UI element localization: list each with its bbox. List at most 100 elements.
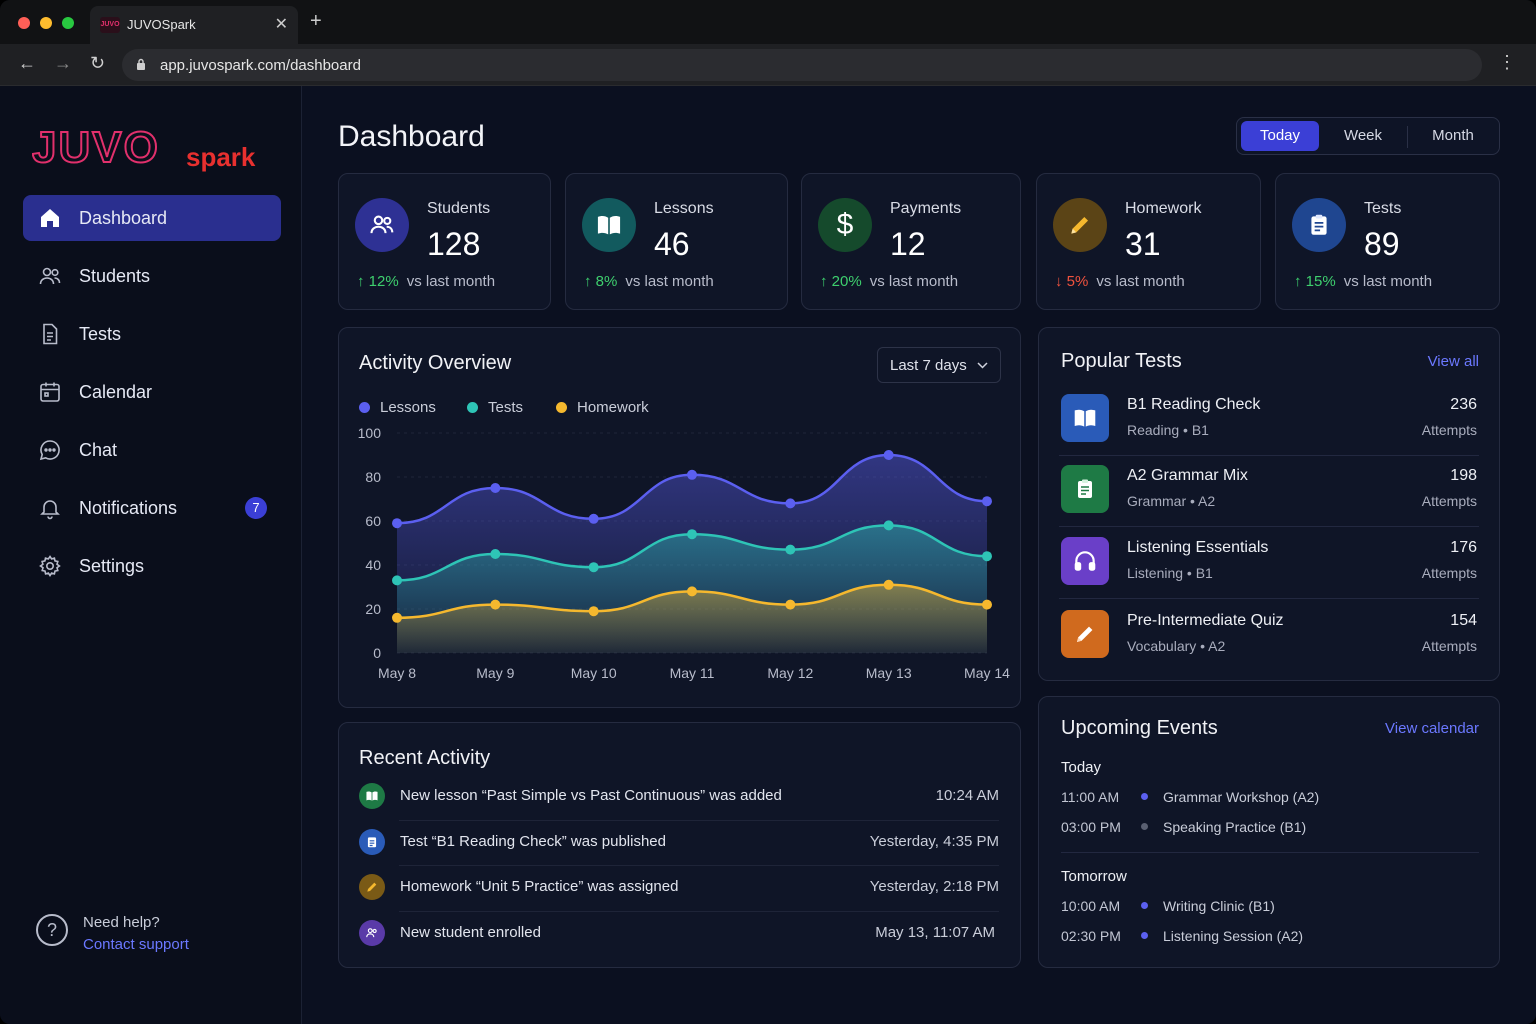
pencil-icon (1061, 610, 1109, 658)
date-range-dropdown[interactable]: Last 7 days (877, 347, 1001, 383)
sidebar-item-settings[interactable]: Settings (23, 543, 281, 589)
range-week-button[interactable]: Week (1343, 127, 1383, 144)
y-tick-label: 20 (365, 601, 381, 617)
bell-icon (37, 495, 63, 521)
sidebar-item-notifications[interactable]: Notifications 7 (23, 485, 281, 531)
data-point (982, 496, 992, 507)
clipboard-icon (359, 829, 385, 855)
popular-test-item[interactable]: B1 Reading Check Reading • B1 236 Attemp… (1059, 394, 1479, 464)
data-point (687, 586, 697, 597)
test-meta: Listening • B1 (1127, 565, 1213, 581)
sidebar-item-students[interactable]: Students (23, 253, 281, 299)
upcoming-events-card: Upcoming Events View calendar Today 11:0… (1038, 696, 1500, 968)
data-point (392, 518, 402, 529)
legend-homework[interactable]: Homework (556, 399, 649, 416)
event-group-label: Today (1061, 759, 1102, 776)
question-icon: ? (36, 914, 68, 946)
range-month-button[interactable]: Month (1432, 127, 1474, 144)
stat-delta: ↓ 5% vs last month (1055, 273, 1185, 290)
legend-lessons[interactable]: Lessons (359, 399, 436, 416)
event-item[interactable]: 11:00 AM Grammar Workshop (A2) (1061, 787, 1481, 809)
legend-label: Lessons (380, 399, 436, 416)
activity-time: Yesterday, 4:35 PM (869, 833, 999, 850)
test-attempt-count: 176 (1450, 539, 1477, 556)
divider (1061, 852, 1479, 853)
popular-test-item[interactable]: A2 Grammar Mix Grammar • A2 198 Attempts (1059, 465, 1479, 535)
calendar-icon (37, 379, 63, 405)
activity-item[interactable]: New lesson “Past Simple vs Past Continuo… (359, 781, 999, 815)
data-point (883, 520, 894, 531)
address-bar[interactable]: app.juvospark.com/dashboard (122, 49, 1482, 81)
activity-item[interactable]: Homework “Unit 5 Practice” was assigned … (359, 872, 999, 906)
event-time: 02:30 PM (1061, 928, 1121, 944)
stat-card-lessons[interactable]: Lessons 46 ↑ 8% vs last month (565, 173, 788, 310)
test-attempt-count: 198 (1450, 467, 1477, 484)
activity-item[interactable]: Test “B1 Reading Check” was published Ye… (359, 827, 999, 861)
event-dot (1141, 793, 1148, 800)
delta-percent: 15% (1305, 273, 1336, 290)
reload-icon[interactable]: ↻ (90, 53, 106, 73)
forward-icon[interactable]: → (54, 53, 72, 73)
sidebar-item-label: Settings (79, 555, 145, 576)
popular-test-item[interactable]: Pre-Intermediate Quiz Vocabulary • A2 15… (1059, 610, 1479, 680)
stat-card-tests[interactable]: Tests 89 ↑ 15% vs last month (1275, 173, 1500, 310)
recent-activity-card: Recent Activity New lesson “Past Simple … (338, 722, 1021, 968)
view-calendar-link[interactable]: View calendar (1385, 720, 1479, 737)
test-name: B1 Reading Check (1127, 396, 1261, 413)
arrow-up-icon: ↑ (1294, 273, 1306, 290)
range-today-button[interactable]: Today (1241, 121, 1319, 151)
stat-card-homework[interactable]: Homework 31 ↓ 5% vs last month (1036, 173, 1261, 310)
help-title: Need help? (83, 914, 160, 931)
stat-value: 31 (1125, 226, 1161, 262)
stat-card-students[interactable]: Students 128 ↑ 12% vs last month (338, 173, 551, 310)
new-tab-icon[interactable]: + (310, 10, 322, 32)
sidebar-item-chat[interactable]: Chat (23, 427, 281, 473)
y-tick-label: 80 (365, 469, 381, 485)
browser-tab[interactable]: JUVO JUVOSpark ✕ (90, 6, 298, 44)
divider (1059, 455, 1479, 456)
divider (1059, 598, 1479, 599)
event-item[interactable]: 03:00 PM Speaking Practice (B1) (1061, 817, 1481, 839)
event-item[interactable]: 02:30 PM Listening Session (A2) (1061, 926, 1481, 948)
logo-spark-text: spark (186, 142, 256, 172)
data-point (490, 549, 501, 559)
arrow-down-icon: ↓ (1055, 273, 1067, 290)
maximize-window-button[interactable] (62, 17, 74, 29)
back-icon[interactable]: ← (18, 53, 36, 73)
sidebar-item-calendar[interactable]: Calendar (23, 369, 281, 415)
tab-close-icon[interactable]: ✕ (274, 16, 288, 33)
popular-test-item[interactable]: Listening Essentials Listening • B1 176 … (1059, 537, 1479, 607)
sidebar-item-label: Tests (79, 323, 122, 344)
close-window-button[interactable] (18, 17, 30, 29)
stat-delta: ↑ 8% vs last month (584, 273, 714, 290)
test-attempt-count: 236 (1450, 396, 1477, 413)
tab-title: JUVOSpark (127, 17, 196, 32)
sidebar-item-dashboard[interactable]: Dashboard (23, 195, 281, 241)
event-item[interactable]: 10:00 AM Writing Clinic (B1) (1061, 896, 1481, 918)
contact-support-link[interactable]: Contact support (83, 936, 189, 953)
stat-card-payments[interactable]: $ Payments 12 ↑ 20% vs last month (801, 173, 1021, 310)
home-icon (37, 205, 63, 231)
delta-caption: vs last month (406, 273, 496, 290)
browser-menu-icon[interactable]: ⋮ (1498, 52, 1516, 72)
activity-text: Test “B1 Reading Check” was published (400, 833, 666, 850)
data-point (785, 498, 796, 509)
juvospark-logo[interactable]: JUVO spark (32, 122, 272, 172)
data-point (982, 551, 992, 562)
users-icon (359, 920, 385, 946)
sidebar-item-tests[interactable]: Tests (23, 311, 281, 357)
view-all-link[interactable]: View all (1427, 353, 1479, 370)
data-point (392, 612, 402, 623)
activity-item[interactable]: New student enrolled May 13, 11:07 AM (359, 918, 995, 952)
delta-percent: 12% (368, 273, 399, 290)
test-meta: Vocabulary • A2 (1127, 638, 1226, 654)
delta-caption: vs last month (1343, 273, 1433, 290)
legend-tests[interactable]: Tests (467, 399, 523, 416)
stat-delta: ↑ 20% vs last month (820, 273, 958, 290)
delta-percent: 5% (1066, 273, 1089, 290)
sidebar: JUVO spark Dashboard Students Tests C (0, 86, 302, 1024)
lock-icon (137, 58, 145, 70)
event-group-label: Tomorrow (1061, 868, 1127, 885)
minimize-window-button[interactable] (40, 17, 52, 29)
divider (399, 820, 999, 821)
